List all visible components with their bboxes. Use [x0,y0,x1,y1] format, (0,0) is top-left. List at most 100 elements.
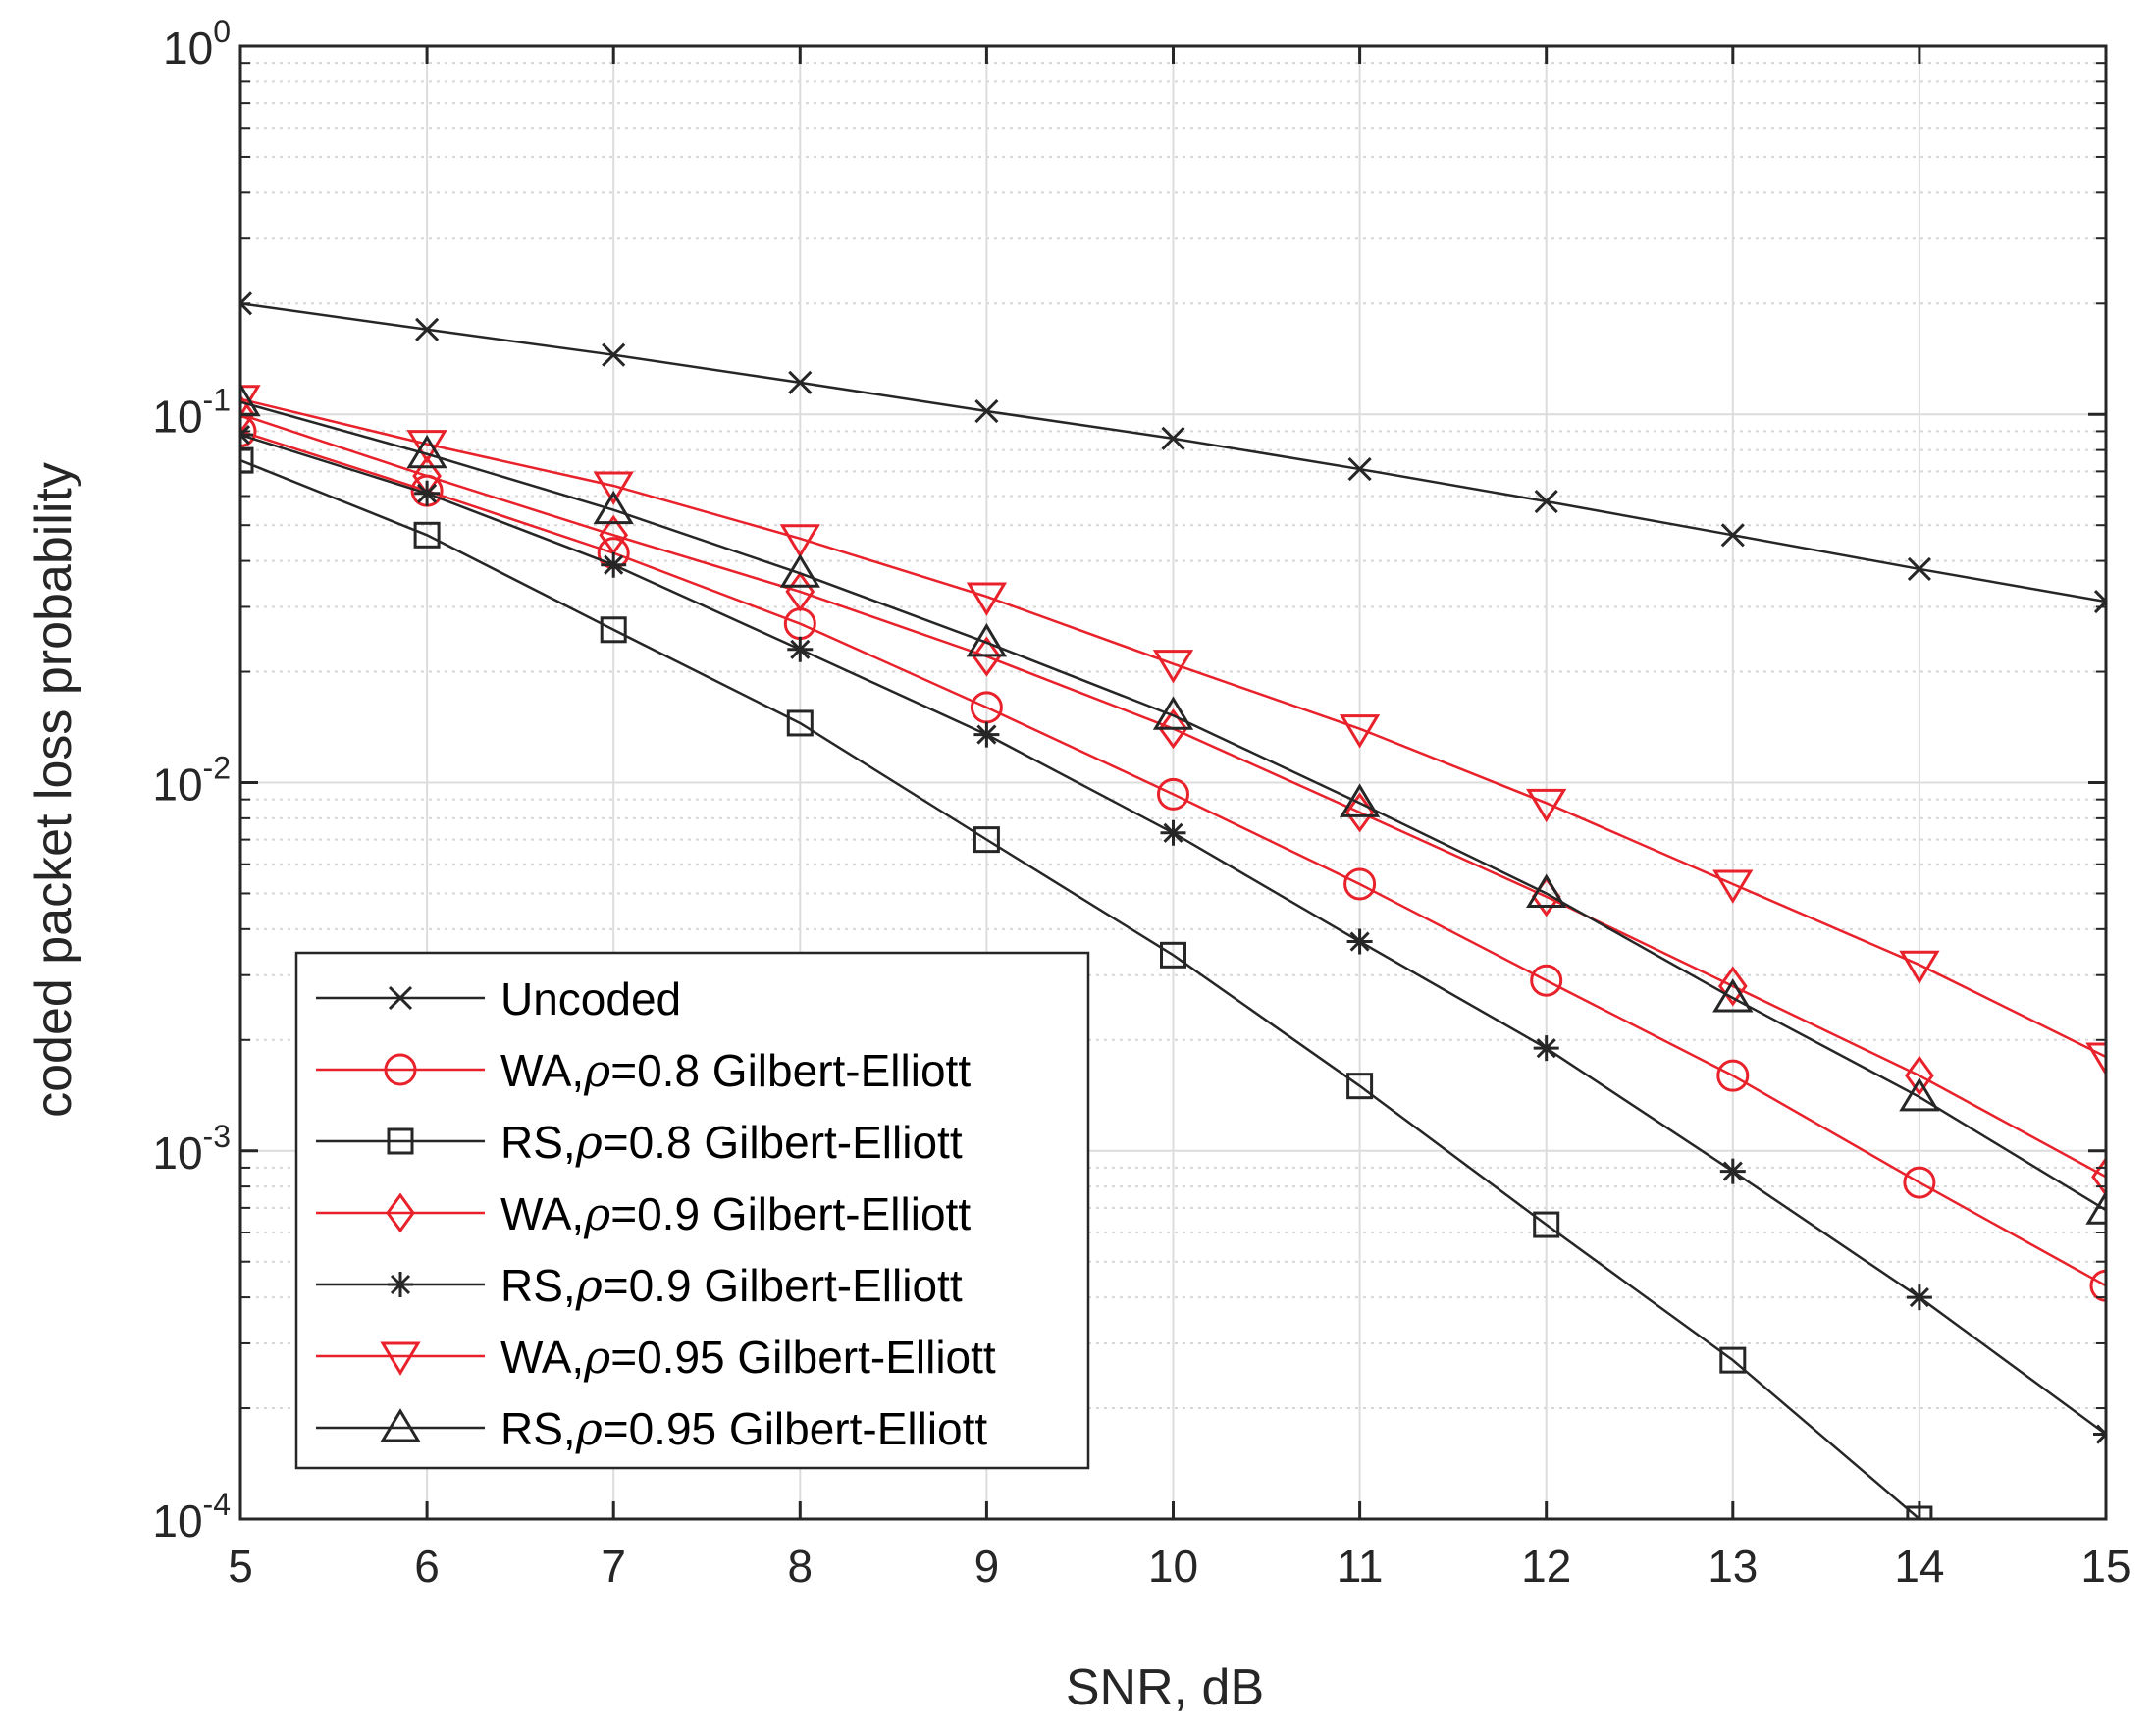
legend-marker-wa-09 [386,1192,415,1233]
data-point-rs-095 [779,553,820,588]
data-point-rs-08 [240,446,254,474]
series-line-rs-08 [240,458,1921,1519]
legend-item-wa-08: WA,ρ=0.8 Gilbert-Elliott [316,1044,971,1097]
data-point-wa-08 [1530,964,1563,997]
data-point-wa-095 [1526,788,1567,823]
x-tick-label: 15 [2080,1541,2130,1592]
y-tick-label: 10-1 [152,382,231,442]
data-point-wa-095 [966,582,1008,616]
x-tick-label: 5 [228,1541,253,1592]
data-point-uncoded [415,317,440,341]
legend: Uncoded WA,ρ=0.8 Gilbert-Elliott RS,ρ=0.8 … [294,951,1090,1470]
data-point-uncoded [1907,556,1931,581]
y-tick-label: 10-3 [152,1119,231,1179]
data-point-wa-09 [2091,1156,2106,1197]
data-point-uncoded [1161,426,1185,450]
data-point-wa-09 [1158,708,1188,750]
y-axis-label: coded packet loss probability [26,462,82,1118]
plot-series [240,291,2106,1519]
series-uncoded [240,291,2106,614]
data-point-wa-095 [1152,650,1194,684]
x-tick-label: 12 [1521,1541,1571,1592]
data-point-rs-095 [1526,873,1567,908]
legend-label: RS,ρ=0.8 Gilbert-Elliott [500,1116,963,1169]
data-point-wa-08 [1903,1166,1936,1199]
data-point-rs-095 [240,382,261,417]
legend-label: RS,ρ=0.9 Gilbert-Elliott [500,1259,963,1312]
data-point-uncoded [1347,457,1372,482]
data-point-rs-09 [973,721,1000,748]
data-point-wa-08 [1343,867,1377,901]
data-point-rs-09 [1533,1035,1559,1062]
data-point-uncoded [974,398,999,424]
data-point-rs-08 [786,709,814,737]
data-point-rs-09 [787,636,814,662]
axis-ticks [238,44,2108,1521]
data-point-rs-095 [1712,978,1754,1013]
legend-label: RS,ρ=0.95 Gilbert-Elliott [500,1402,987,1455]
data-point-wa-08 [1716,1059,1750,1092]
x-tick-label: 11 [1337,1541,1384,1592]
data-point-wa-09 [240,393,255,435]
data-point-rs-08 [1719,1346,1747,1374]
series-rs-08 [240,446,1933,1519]
data-point-wa-08 [2089,1269,2106,1302]
legend-item-rs-095: RS,ρ=0.95 Gilbert-Elliott [316,1402,987,1455]
legend-marker-uncoded [388,985,413,1011]
x-tick-labels: 5 6 7 8 9 10 11 12 13 14 15 [228,1541,2130,1592]
x-tick-label: 10 [1148,1541,1198,1592]
legend-item-wa-09: WA,ρ=0.9 Gilbert-Elliott [316,1187,971,1240]
data-point-uncoded [240,291,253,316]
legend-label: WA,ρ=0.95 Gilbert-Elliott [500,1331,996,1384]
data-point-rs-09 [601,551,627,578]
legend-marker-wa-08 [384,1053,417,1086]
data-point-wa-09 [972,636,1002,677]
legend-marker-rs-095 [380,1408,421,1442]
x-tick-label: 13 [1708,1541,1758,1592]
legend-item-wa-095: WA,ρ=0.95 Gilbert-Elliott [316,1331,996,1384]
data-point-rs-08 [1346,1073,1374,1100]
data-point-wa-08 [1157,777,1189,811]
y-tick-labels: 10-4 10-3 10-2 10-1 100 [152,14,231,1547]
data-point-wa-095 [406,430,447,464]
data-point-wa-09 [1717,966,1748,1007]
data-point-wa-095 [1899,950,1940,985]
x-tick-label: 8 [788,1541,814,1592]
data-point-rs-095 [406,434,447,469]
y-tick-label: 10-4 [152,1487,231,1547]
data-point-uncoded [1534,489,1558,514]
data-point-rs-095 [1339,783,1381,817]
data-point-rs-09 [1906,1284,1932,1311]
data-point-rs-08 [600,616,627,644]
series-line-wa-08 [240,430,2106,1287]
data-point-rs-095 [593,490,634,525]
data-point-rs-095 [966,622,1008,657]
legend-marker-rs-09 [388,1272,413,1297]
legend-item-rs-08: RS,ρ=0.8 Gilbert-Elliott [316,1116,963,1169]
data-point-wa-095 [779,524,820,558]
data-point-uncoded [2093,590,2106,614]
data-point-wa-08 [240,414,257,447]
data-point-rs-09 [1346,928,1373,955]
data-point-wa-09 [1905,1055,1934,1096]
data-point-rs-08 [413,521,441,549]
series-rs-095 [240,382,2106,1225]
legend-marker-wa-095 [380,1341,421,1376]
data-point-rs-095 [1152,696,1194,730]
data-point-wa-095 [1339,714,1381,749]
series-line-rs-095 [240,400,2106,1212]
data-point-wa-095 [593,471,634,505]
x-tick-label: 9 [974,1541,1000,1592]
legend-item-rs-09: RS,ρ=0.9 Gilbert-Elliott [316,1259,963,1312]
y-tick-label: 100 [163,14,231,74]
x-tick-label: 14 [1894,1541,1944,1592]
data-point-rs-09 [414,480,441,506]
data-point-rs-09 [1719,1158,1746,1184]
data-point-wa-095 [1712,869,1754,904]
legend-marker-rs-08 [387,1127,414,1155]
data-point-rs-09 [1160,819,1186,846]
legend-box [294,951,1090,1470]
data-point-wa-095 [2085,1042,2106,1076]
x-axis-label: SNR, dB [1066,1659,1264,1716]
